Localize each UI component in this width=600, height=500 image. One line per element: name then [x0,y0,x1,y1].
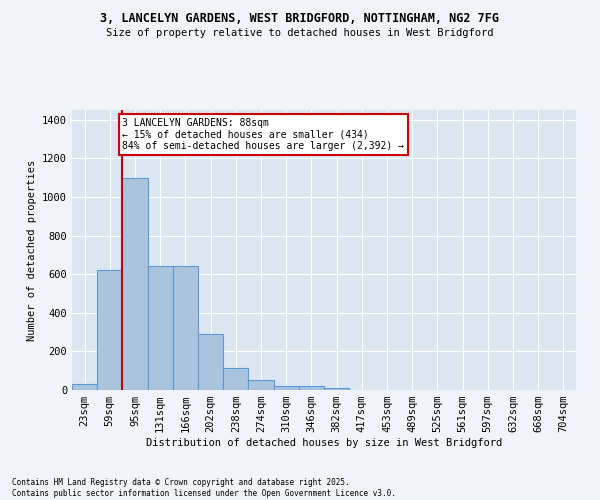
Bar [173,266,198,390]
Text: 3, LANCELYN GARDENS, WEST BRIDGFORD, NOTTINGHAM, NG2 7FG: 3, LANCELYN GARDENS, WEST BRIDGFORD, NOT… [101,12,499,26]
Bar [148,266,173,390]
Bar [324,388,349,390]
Bar [122,178,148,390]
Text: 3 LANCELYN GARDENS: 88sqm
← 15% of detached houses are smaller (434)
84% of semi: 3 LANCELYN GARDENS: 88sqm ← 15% of detac… [122,118,404,151]
Bar [274,386,299,390]
Bar [97,270,122,390]
Bar [248,380,274,390]
X-axis label: Distribution of detached houses by size in West Bridgford: Distribution of detached houses by size … [146,438,502,448]
Bar [198,334,223,390]
Y-axis label: Number of detached properties: Number of detached properties [26,160,37,340]
Bar [223,368,248,390]
Text: Contains HM Land Registry data © Crown copyright and database right 2025.
Contai: Contains HM Land Registry data © Crown c… [12,478,396,498]
Bar [72,384,97,390]
Bar [299,386,324,390]
Text: Size of property relative to detached houses in West Bridgford: Size of property relative to detached ho… [106,28,494,38]
